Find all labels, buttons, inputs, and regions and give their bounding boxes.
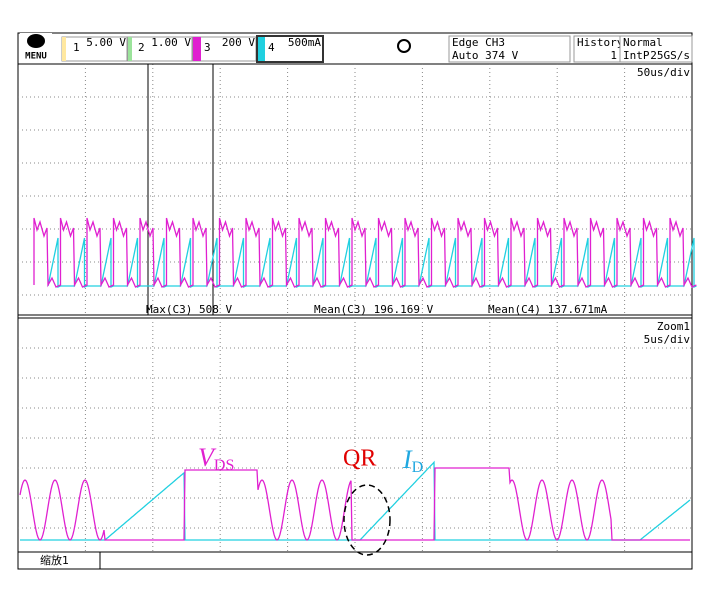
menu-icon — [27, 34, 45, 48]
channel-2-color — [128, 37, 132, 61]
acquisition-interp: IntP — [623, 49, 650, 62]
voltage-trace-zoom — [19, 467, 690, 541]
trigger-level: Auto 374 V — [452, 49, 519, 62]
channel-2-box[interactable] — [127, 36, 193, 62]
channel-1-box[interactable] — [61, 36, 128, 62]
current-trace-main — [47, 237, 697, 288]
channel-4-box[interactable] — [256, 35, 324, 63]
zoom-tab-label: 缩放1 — [40, 553, 69, 567]
measurement: Max(C3) 508 V — [146, 303, 232, 316]
zoom-icon[interactable] — [397, 39, 411, 53]
id-subscript: D — [412, 459, 424, 476]
channel-number: 4 — [268, 41, 275, 54]
vds-symbol: V — [198, 443, 217, 472]
channel-scale: 1.00 V — [151, 36, 191, 49]
channel-number: 1 — [73, 41, 80, 54]
grid — [18, 64, 692, 552]
id-symbol: I — [402, 445, 413, 474]
zoom-timebase: 5us/div — [644, 333, 691, 346]
vds-subscript: DS — [214, 457, 234, 474]
menu-label: MENU — [25, 52, 47, 62]
measurement: Mean(C4) 137.671mA — [488, 303, 608, 316]
trigger-box[interactable] — [448, 35, 571, 63]
channel-3-color — [193, 37, 201, 61]
history-label: History — [577, 36, 624, 49]
measurement: Mean(C3) 196.169 V — [314, 303, 434, 316]
channel-scale: 5.00 V — [86, 36, 126, 49]
sample-rate: 25GS/s — [650, 49, 690, 62]
channel-number: 3 — [204, 41, 211, 54]
acquisition-box[interactable] — [619, 35, 693, 63]
main-timebase: 50us/div — [637, 66, 690, 79]
acquisition-mode: Normal — [623, 36, 663, 49]
qr-highlight — [343, 484, 391, 556]
channel-scale: 200 V — [222, 36, 255, 49]
channel-scale: 500mA — [288, 36, 321, 49]
zoom-label: Zoom1 — [657, 320, 690, 333]
zoom-tab[interactable] — [17, 551, 101, 570]
channel-number: 2 — [138, 41, 145, 54]
channel-1-color — [62, 37, 66, 61]
voltage-trace-main — [33, 217, 697, 288]
history-count: 1 — [610, 49, 617, 62]
qr-label: QR — [343, 446, 376, 472]
channel-4-color — [258, 37, 265, 61]
vds-label: VDS — [198, 443, 234, 474]
zoom-range — [147, 63, 214, 316]
history-box[interactable] — [573, 35, 621, 63]
channel-3-box[interactable] — [192, 36, 257, 62]
trigger-mode: Edge CH3 — [452, 36, 505, 49]
waveforms — [19, 217, 697, 541]
id-label: ID — [402, 445, 423, 476]
